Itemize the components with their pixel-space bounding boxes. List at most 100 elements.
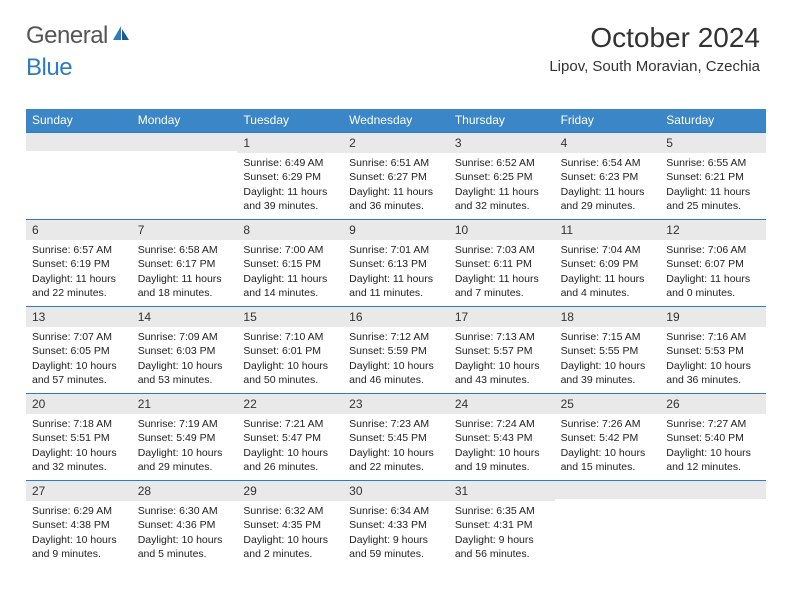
sunrise-line: Sunrise: 7:26 AM: [559, 417, 657, 431]
daylight-line: Daylight: 10 hours and 22 minutes.: [347, 446, 445, 474]
day-number: 12: [666, 223, 679, 237]
sunrise-line: Sunrise: 7:00 AM: [241, 243, 339, 257]
sunset-line: Sunset: 6:01 PM: [241, 344, 339, 358]
sunset-line: Sunset: 4:36 PM: [136, 518, 234, 532]
day-cell: 17Sunrise: 7:13 AMSunset: 5:57 PMDayligh…: [449, 307, 555, 393]
sunrise-line: Sunrise: 6:52 AM: [453, 156, 551, 170]
sunrise-line: Sunrise: 7:12 AM: [347, 330, 445, 344]
calendar: Sunday Monday Tuesday Wednesday Thursday…: [26, 109, 766, 567]
day-number: 10: [455, 223, 468, 237]
sunset-line: Sunset: 5:55 PM: [559, 344, 657, 358]
sunrise-line: Sunrise: 7:01 AM: [347, 243, 445, 257]
logo-text-general: General: [26, 22, 108, 50]
daylight-line: Daylight: 10 hours and 39 minutes.: [559, 359, 657, 387]
day-number-row: 3: [449, 133, 555, 153]
day-cell: 23Sunrise: 7:23 AMSunset: 5:45 PMDayligh…: [343, 394, 449, 480]
day-number: 3: [455, 136, 462, 150]
day-cell: 19Sunrise: 7:16 AMSunset: 5:53 PMDayligh…: [660, 307, 766, 393]
sunset-line: Sunset: 6:03 PM: [136, 344, 234, 358]
weekday-header-row: Sunday Monday Tuesday Wednesday Thursday…: [26, 109, 766, 132]
day-cell: 25Sunrise: 7:26 AMSunset: 5:42 PMDayligh…: [555, 394, 661, 480]
sunrise-line: Sunrise: 7:19 AM: [136, 417, 234, 431]
empty-day-number-row: [26, 133, 132, 151]
sunset-line: Sunset: 4:38 PM: [30, 518, 128, 532]
daylight-line: Daylight: 11 hours and 39 minutes.: [241, 185, 339, 213]
sunset-line: Sunset: 6:29 PM: [241, 170, 339, 184]
day-cell: 15Sunrise: 7:10 AMSunset: 6:01 PMDayligh…: [237, 307, 343, 393]
sunrise-line: Sunrise: 6:32 AM: [241, 504, 339, 518]
day-cell: [132, 133, 238, 219]
sunrise-line: Sunrise: 7:15 AM: [559, 330, 657, 344]
daylight-line: Daylight: 10 hours and 15 minutes.: [559, 446, 657, 474]
daylight-line: Daylight: 10 hours and 2 minutes.: [241, 533, 339, 561]
day-number: 18: [561, 310, 574, 324]
daylight-line: Daylight: 10 hours and 19 minutes.: [453, 446, 551, 474]
day-number: 17: [455, 310, 468, 324]
day-cell: 8 Sunrise: 7:00 AMSunset: 6:15 PMDaylight…: [237, 220, 343, 306]
day-number: 15: [243, 310, 256, 324]
day-number-row: 20: [26, 394, 132, 414]
day-number: 20: [32, 397, 45, 411]
day-cell: 11Sunrise: 7:04 AMSunset: 6:09 PMDayligh…: [555, 220, 661, 306]
sunset-line: Sunset: 6:15 PM: [241, 257, 339, 271]
sunset-line: Sunset: 6:19 PM: [30, 257, 128, 271]
logo-sail-icon: [111, 24, 131, 49]
daylight-line: Daylight: 11 hours and 29 minutes.: [559, 185, 657, 213]
day-number-row: 1: [237, 133, 343, 153]
sunrise-line: Sunrise: 6:54 AM: [559, 156, 657, 170]
daylight-line: Daylight: 11 hours and 36 minutes.: [347, 185, 445, 213]
day-number: 7: [138, 223, 145, 237]
sunset-line: Sunset: 6:11 PM: [453, 257, 551, 271]
sunrise-line: Sunrise: 7:18 AM: [30, 417, 128, 431]
day-cell: 5Sunrise: 6:55 AMSunset: 6:21 PMDaylight…: [660, 133, 766, 219]
daylight-line: Daylight: 11 hours and 22 minutes.: [30, 272, 128, 300]
sunrise-line: Sunrise: 7:03 AM: [453, 243, 551, 257]
week-row: 6Sunrise: 6:57 AMSunset: 6:19 PMDaylight…: [26, 219, 766, 306]
sunrise-line: Sunrise: 6:51 AM: [347, 156, 445, 170]
daylight-line: Daylight: 10 hours and 53 minutes.: [136, 359, 234, 387]
day-number: 21: [138, 397, 151, 411]
daylight-line: Daylight: 11 hours and 0 minutes.: [664, 272, 762, 300]
day-number: 9: [349, 223, 356, 237]
daylight-line: Daylight: 11 hours and 14 minutes.: [241, 272, 339, 300]
daylight-line: Daylight: 11 hours and 32 minutes.: [453, 185, 551, 213]
weekday-saturday: Saturday: [660, 109, 766, 132]
daylight-line: Daylight: 9 hours and 56 minutes.: [453, 533, 551, 561]
sunset-line: Sunset: 6:27 PM: [347, 170, 445, 184]
day-cell: 24Sunrise: 7:24 AMSunset: 5:43 PMDayligh…: [449, 394, 555, 480]
sunset-line: Sunset: 5:57 PM: [453, 344, 551, 358]
day-cell: 4Sunrise: 6:54 AMSunset: 6:23 PMDaylight…: [555, 133, 661, 219]
day-cell: 26Sunrise: 7:27 AMSunset: 5:40 PMDayligh…: [660, 394, 766, 480]
daylight-line: Daylight: 11 hours and 25 minutes.: [664, 185, 762, 213]
day-number: 31: [455, 484, 468, 498]
empty-day-number-row: [660, 481, 766, 499]
sunset-line: Sunset: 5:51 PM: [30, 431, 128, 445]
day-cell: 27Sunrise: 6:29 AMSunset: 4:38 PMDayligh…: [26, 481, 132, 567]
sunrise-line: Sunrise: 7:27 AM: [664, 417, 762, 431]
sunset-line: Sunset: 6:17 PM: [136, 257, 234, 271]
sunset-line: Sunset: 6:09 PM: [559, 257, 657, 271]
month-title: October 2024: [549, 22, 760, 54]
sunset-line: Sunset: 4:31 PM: [453, 518, 551, 532]
day-number-row: 12: [660, 220, 766, 240]
day-number-row: 30: [343, 481, 449, 501]
sunrise-line: Sunrise: 7:23 AM: [347, 417, 445, 431]
day-number-row: 10: [449, 220, 555, 240]
day-number-row: 11: [555, 220, 661, 240]
day-cell: 9Sunrise: 7:01 AMSunset: 6:13 PMDaylight…: [343, 220, 449, 306]
week-row: 20 Sunrise: 7:18 AMSunset: 5:51 PM Dayligh…: [26, 393, 766, 480]
day-cell: 29Sunrise: 6:32 AMSunset: 4:35 PMDayligh…: [237, 481, 343, 567]
weekday-thursday: Thursday: [449, 109, 555, 132]
day-cell: 6Sunrise: 6:57 AMSunset: 6:19 PMDaylight…: [26, 220, 132, 306]
logo-text-blue: Blue: [26, 54, 72, 81]
day-number: 16: [349, 310, 362, 324]
sunset-line: Sunset: 6:25 PM: [453, 170, 551, 184]
day-number-row: 13: [26, 307, 132, 327]
day-number-row: 8: [237, 220, 343, 240]
day-number: 22: [243, 397, 256, 411]
sunrise-line: Sunrise: 6:55 AM: [664, 156, 762, 170]
day-number-row: 5: [660, 133, 766, 153]
sunrise-line: Sunrise: 6:58 AM: [136, 243, 234, 257]
sunrise-line: Sunrise: 6:35 AM: [453, 504, 551, 518]
daylight-line: Daylight: 10 hours and 29 minutes.: [136, 446, 234, 474]
